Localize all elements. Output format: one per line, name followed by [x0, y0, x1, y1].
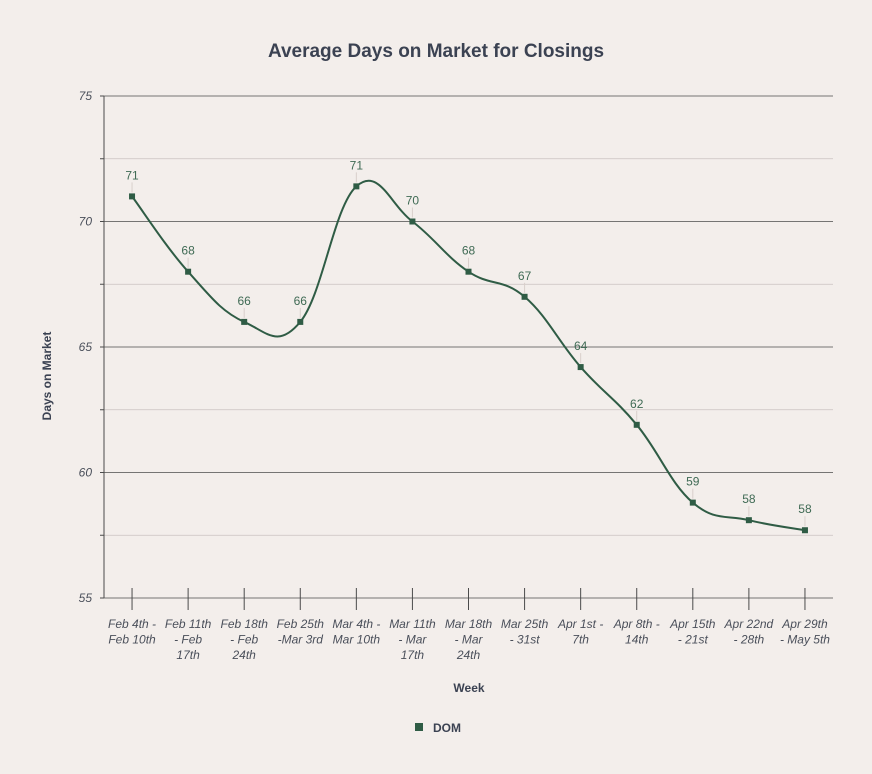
x-tick-label-line: Feb 25th	[277, 617, 325, 631]
y-axis-title: Days on Market	[40, 332, 54, 421]
y-tick-label: 55	[79, 591, 93, 605]
x-tick-label: Feb 18th - Feb 24th	[221, 617, 269, 662]
data-label: 62	[630, 397, 644, 411]
data-point-marker	[185, 268, 192, 275]
x-tick-label-line: Mar 18th	[445, 617, 493, 631]
data-point-marker	[353, 183, 360, 190]
x-tick-label-line: Mar 4th -	[332, 617, 380, 631]
x-tick-label-line: Feb 4th -	[108, 617, 156, 631]
x-tick-label-line: Apr 22nd	[724, 617, 774, 631]
x-tick-label-line: - May 5th	[780, 633, 830, 647]
x-tick-label-line: Feb 11th	[165, 617, 212, 631]
data-point-marker	[129, 193, 136, 200]
legend: DOM	[415, 721, 461, 735]
data-label: 70	[406, 194, 420, 208]
data-label: 58	[798, 502, 812, 516]
x-tick-label-line: - Mar	[455, 633, 484, 647]
x-tick-label-line: 17th	[401, 648, 425, 662]
x-tick-label-line: - 21st	[678, 633, 709, 647]
x-tick-label: Feb 11th - Feb 17th	[165, 617, 212, 662]
data-labels: 71 68 66 66 71 70 68 67 64 62 59 58 58	[125, 158, 812, 527]
x-tick-label: Apr 8th - 14th	[613, 617, 660, 647]
x-tick-label: Mar 4th - Mar 10th	[332, 617, 380, 647]
x-tick-label-line: Mar 11th	[389, 617, 436, 631]
x-tick-label-line: Mar 10th	[333, 633, 381, 647]
x-tick-label: Apr 1st - 7th	[557, 617, 603, 647]
data-label: 71	[350, 158, 364, 172]
data-label: 68	[462, 244, 476, 258]
chart-title: Average Days on Market for Closings	[268, 41, 604, 62]
y-tick-label: 75	[79, 89, 93, 103]
y-tick-label: 70	[79, 215, 93, 229]
x-tick-label-line: 24th	[456, 648, 481, 662]
legend-swatch	[415, 723, 423, 731]
data-point-marker	[241, 318, 248, 325]
data-point-marker	[521, 293, 528, 300]
x-tick-label-line: - 28th	[734, 633, 765, 647]
series-group	[129, 179, 808, 534]
x-tick-label: Apr 22nd - 28th	[724, 617, 774, 647]
x-tick-label: Mar 11th - Mar 17th	[389, 617, 436, 662]
x-tick-label: Apr 29th - May 5th	[780, 617, 830, 647]
x-tick-label-line: Mar 25th	[501, 617, 549, 631]
data-label: 67	[518, 269, 532, 283]
x-tick-label-line: 24th	[232, 648, 257, 662]
y-tick-label: 65	[79, 340, 93, 354]
x-tick-label-line: - Feb	[174, 633, 202, 647]
x-tick-label-line: Apr 1st -	[557, 617, 603, 631]
x-tick-label-line: Feb 10th	[108, 633, 156, 647]
data-label: 66	[294, 294, 308, 308]
x-tick-label-line: 14th	[625, 633, 649, 647]
data-point-marker	[577, 364, 584, 371]
data-label: 66	[238, 294, 252, 308]
x-tick-label-line: - Mar	[398, 633, 427, 647]
data-point-marker	[801, 527, 808, 534]
x-tick-label-line: Apr 29th	[781, 617, 828, 631]
x-axis-title: Week	[453, 681, 484, 695]
x-tick-label: Mar 18th - Mar 24th	[445, 617, 493, 662]
data-point-marker	[297, 318, 304, 325]
data-point-marker	[745, 517, 752, 524]
series-line-dom	[131, 179, 806, 532]
x-tick-label: Feb 25th -Mar 3rd	[277, 617, 325, 647]
data-label: 64	[574, 339, 588, 353]
data-point-marker	[633, 421, 640, 428]
x-tick-label: Feb 4th - Feb 10th	[108, 617, 156, 647]
data-point-marker	[465, 268, 472, 275]
gridlines	[104, 95, 833, 599]
y-axis: 55 60 65 70 75	[79, 89, 105, 605]
x-tick-label-line: Apr 15th	[669, 617, 716, 631]
x-tick-label: Mar 25th - 31st	[501, 617, 549, 647]
x-tick-label-line: - 31st	[510, 633, 541, 647]
legend-label: DOM	[433, 721, 461, 735]
data-label: 58	[742, 492, 756, 506]
x-tick-label-line: Feb 18th	[221, 617, 269, 631]
data-label: 68	[181, 244, 195, 258]
data-point-marker	[689, 499, 696, 506]
x-tick-label-line: -Mar 3rd	[278, 633, 324, 647]
x-tick-label-line: Apr 8th -	[613, 617, 660, 631]
x-tick-label-line: 7th	[572, 633, 589, 647]
x-tick-label-line: 17th	[176, 648, 200, 662]
y-tick-label: 60	[79, 466, 93, 480]
x-tick-label: Apr 15th - 21st	[669, 617, 716, 647]
data-label: 71	[125, 168, 139, 182]
x-tick-label-line: - Feb	[230, 633, 258, 647]
data-point-marker	[409, 218, 416, 225]
data-label: 59	[686, 475, 700, 489]
